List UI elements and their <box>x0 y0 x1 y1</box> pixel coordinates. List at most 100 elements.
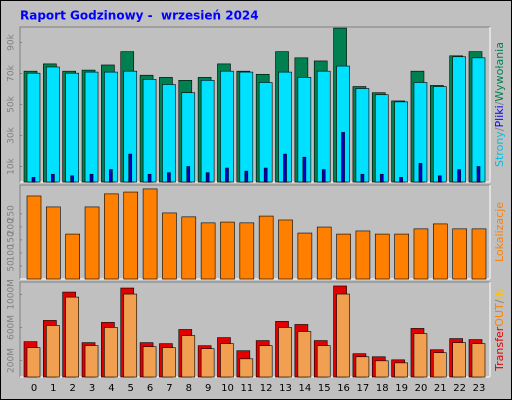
bar <box>316 345 331 378</box>
x-tick-label: 22 <box>453 383 466 394</box>
legend-separator: / <box>493 127 506 131</box>
x-tick-label: 5 <box>128 383 134 394</box>
bar <box>379 173 384 183</box>
bar <box>336 233 351 280</box>
bar <box>471 228 487 280</box>
axis-label-text: Transfer <box>493 326 506 372</box>
bar <box>374 94 389 183</box>
y-tick-label: 30k <box>7 126 17 143</box>
x-tick-label: 15 <box>318 383 331 394</box>
y-tick-label: 200M <box>7 348 17 373</box>
bar <box>31 177 36 183</box>
bar <box>239 222 255 280</box>
bar <box>278 327 292 378</box>
legend-separator: / <box>493 101 506 105</box>
bar <box>26 72 41 183</box>
bar <box>258 215 274 280</box>
y-tick-label: 90k <box>7 33 17 50</box>
bar <box>162 84 176 183</box>
chart-title: Raport Godzinowy - wrzesień 2024 <box>20 9 259 23</box>
legend-entry: Wywołania <box>493 42 506 102</box>
x-tick-label: 8 <box>186 383 192 394</box>
bar <box>84 71 99 183</box>
x-tick-label: 7 <box>166 383 172 394</box>
x-tick-label: 4 <box>108 383 114 394</box>
y-tick-label: 150 <box>7 231 17 248</box>
bar <box>26 347 41 378</box>
bar <box>418 163 423 183</box>
bar <box>65 72 79 183</box>
legend-entry: Lokalizacje <box>493 202 506 262</box>
bar <box>239 358 254 378</box>
bar <box>147 173 152 183</box>
y-tick-label: 10k <box>7 157 17 174</box>
bar <box>142 79 157 183</box>
bar <box>433 352 447 378</box>
x-tick-label: 1 <box>50 383 56 394</box>
x-tick-label: 12 <box>260 383 273 394</box>
bar <box>84 345 99 378</box>
bar <box>452 228 467 280</box>
bar <box>220 343 234 378</box>
axis-label: Strony/Pliki/Wywołania <box>493 42 506 167</box>
bar <box>471 343 486 378</box>
x-tick-label: 21 <box>434 383 447 394</box>
legend-entry: Strony <box>493 131 506 167</box>
bar <box>413 333 428 378</box>
x-tick-label: 6 <box>147 383 153 394</box>
bar <box>302 156 307 183</box>
bar <box>220 221 235 280</box>
bar <box>258 82 273 183</box>
bar <box>128 153 133 183</box>
bar <box>457 169 461 183</box>
bar <box>471 57 486 183</box>
legend-entry: Pliki <box>493 105 506 127</box>
bar <box>321 169 326 183</box>
bar <box>476 166 481 183</box>
y-tick-label: 1000M <box>7 279 17 310</box>
bar <box>181 216 197 280</box>
legend-entry: IN <box>493 288 506 299</box>
bar <box>123 293 138 378</box>
bar <box>65 296 79 378</box>
x-tick-label: 18 <box>376 383 389 394</box>
y-tick-label: 70k <box>7 64 17 81</box>
x-tick-label: 10 <box>221 383 234 394</box>
bar <box>244 170 249 183</box>
bar <box>316 226 332 280</box>
bar <box>167 172 171 183</box>
y-tick-label: 50k <box>7 95 17 112</box>
bar <box>200 348 215 378</box>
x-tick-label: 9 <box>205 383 211 394</box>
bar <box>341 132 345 183</box>
bar <box>433 86 447 183</box>
x-tick-label: 23 <box>473 383 486 394</box>
bar <box>104 193 119 280</box>
y-tick-label: 200 <box>7 218 17 235</box>
x-tick-label: 2 <box>70 383 76 394</box>
axis-label: Lokalizacje <box>493 202 506 262</box>
bar <box>26 195 42 280</box>
bar <box>355 230 371 280</box>
bar <box>70 175 74 183</box>
bar <box>220 70 234 183</box>
y-tick-label: 50 <box>7 260 17 272</box>
bar <box>316 70 331 183</box>
bar <box>355 88 370 183</box>
bar <box>297 331 312 378</box>
bar <box>225 167 229 183</box>
bar <box>109 169 113 183</box>
bar <box>84 206 100 280</box>
legend-entry: OUT <box>493 303 506 327</box>
x-tick-label: 0 <box>31 383 37 394</box>
bar <box>258 345 273 378</box>
x-tick-label: 20 <box>415 383 428 394</box>
bar <box>278 219 293 280</box>
bar <box>104 327 118 378</box>
legend-separator: / <box>493 299 506 303</box>
x-tick-label: 11 <box>240 383 253 394</box>
y-tick-label: 600M <box>7 315 17 340</box>
bar <box>89 173 94 183</box>
bar <box>297 232 313 280</box>
